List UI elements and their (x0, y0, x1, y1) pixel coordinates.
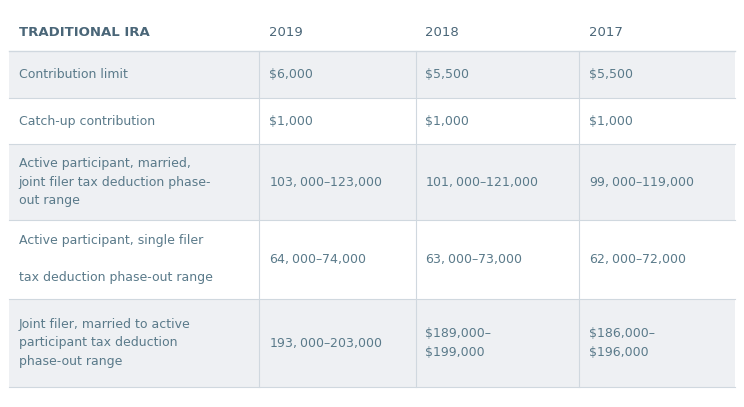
Bar (9, 51, 735, 98)
Bar (9, 144, 735, 220)
Text: Active participant, married,
joint filer tax deduction phase-
out range: Active participant, married, joint filer… (19, 157, 211, 207)
Bar (9, 299, 735, 387)
Text: 2018: 2018 (426, 26, 459, 39)
Bar (9, 220, 735, 299)
Text: $101,000–$121,000: $101,000–$121,000 (426, 175, 539, 189)
Text: Active participant, single filer

tax deduction phase-out range: Active participant, single filer tax ded… (19, 234, 213, 284)
Text: Joint filer, married to active
participant tax deduction
phase-out range: Joint filer, married to active participa… (19, 318, 190, 368)
Text: $186,000–
$196,000: $186,000– $196,000 (589, 327, 655, 359)
Text: $63,000–$73,000: $63,000–$73,000 (426, 252, 522, 267)
Text: TRADITIONAL IRA: TRADITIONAL IRA (19, 26, 150, 39)
Text: $62,000–$72,000: $62,000–$72,000 (589, 252, 686, 267)
Text: $5,500: $5,500 (426, 68, 469, 81)
Text: $64,000–$74,000: $64,000–$74,000 (269, 252, 367, 267)
Text: $189,000–
$199,000: $189,000– $199,000 (426, 327, 491, 359)
Text: Catch-up contribution: Catch-up contribution (19, 115, 155, 127)
Text: 2017: 2017 (589, 26, 623, 39)
Text: $193,000–$203,000: $193,000–$203,000 (269, 336, 382, 350)
Text: $1,000: $1,000 (589, 115, 632, 127)
Text: Contribution limit: Contribution limit (19, 68, 127, 81)
Text: $99,000–$119,000: $99,000–$119,000 (589, 175, 694, 189)
Text: 2019: 2019 (269, 26, 303, 39)
Text: $1,000: $1,000 (426, 115, 469, 127)
Bar (9, 98, 735, 144)
Text: $1,000: $1,000 (269, 115, 313, 127)
Text: $5,500: $5,500 (589, 68, 632, 81)
Text: $103,000–$123,000: $103,000–$123,000 (269, 175, 382, 189)
Text: $6,000: $6,000 (269, 68, 313, 81)
